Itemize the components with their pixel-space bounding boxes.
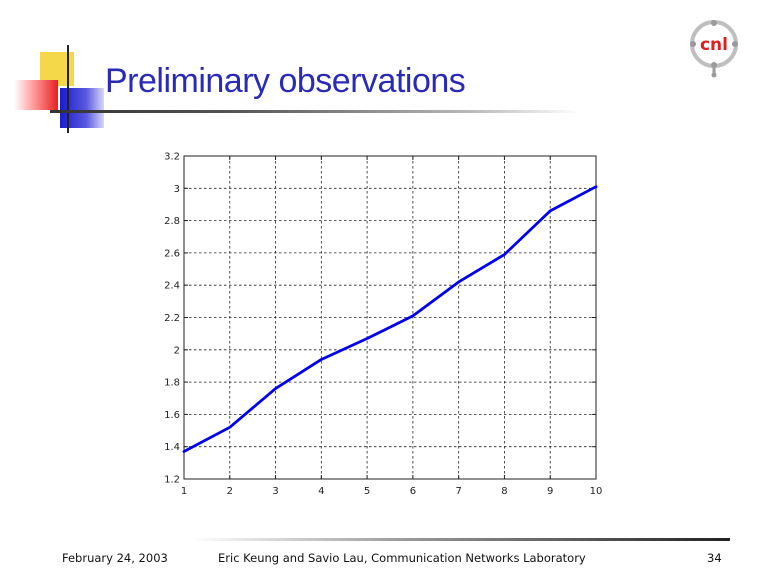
y-tick-label: 1.6	[164, 410, 180, 421]
x-tick-label: 10	[590, 486, 603, 497]
x-tick-label: 1	[181, 486, 187, 497]
x-axis-ticks: 1 2 3 4 5 6 7 8 9 10	[181, 156, 603, 497]
footer-rule	[190, 538, 730, 541]
x-tick-label: 9	[547, 486, 553, 497]
y-tick-label: 3.2	[164, 152, 180, 163]
y-tick-label: 3	[174, 184, 180, 195]
x-tick-label: 7	[455, 486, 461, 497]
logo-text: cnl	[700, 35, 728, 55]
page-number: 34	[707, 551, 722, 565]
y-tick-label: 1.4	[164, 442, 180, 453]
y-tick-label: 1.2	[164, 475, 180, 486]
decorative-red-square	[14, 80, 58, 110]
y-tick-label: 2	[174, 345, 180, 356]
title-underline	[50, 110, 580, 113]
x-tick-label: 5	[364, 486, 370, 497]
x-tick-label: 6	[410, 486, 416, 497]
y-tick-label: 2.4	[164, 281, 180, 292]
series-line-series-1	[182, 185, 598, 453]
y-tick-label: 2.6	[164, 248, 180, 259]
chart-grid	[184, 156, 596, 479]
y-tick-label: 2.2	[164, 313, 180, 324]
cnl-logo-icon: cnl	[690, 20, 738, 78]
y-tick-label: 2.8	[164, 216, 180, 227]
footer-credit: Eric Keung and Savio Lau, Communication …	[218, 551, 586, 565]
x-tick-label: 8	[501, 486, 507, 497]
x-tick-label: 3	[272, 486, 278, 497]
series-layer	[182, 185, 598, 453]
footer-date: February 24, 2003	[62, 551, 168, 565]
y-tick-label: 1.8	[164, 378, 180, 389]
y-axis-ticks: 1.2 1.4 1.6 1.8 2 2.2 2.4 2.6 2.8 3 3.2	[164, 152, 596, 486]
decorative-vertical-line	[67, 45, 69, 133]
x-tick-label: 2	[227, 486, 233, 497]
x-tick-label: 4	[318, 486, 324, 497]
slide-title: Preliminary observations	[105, 62, 466, 100]
